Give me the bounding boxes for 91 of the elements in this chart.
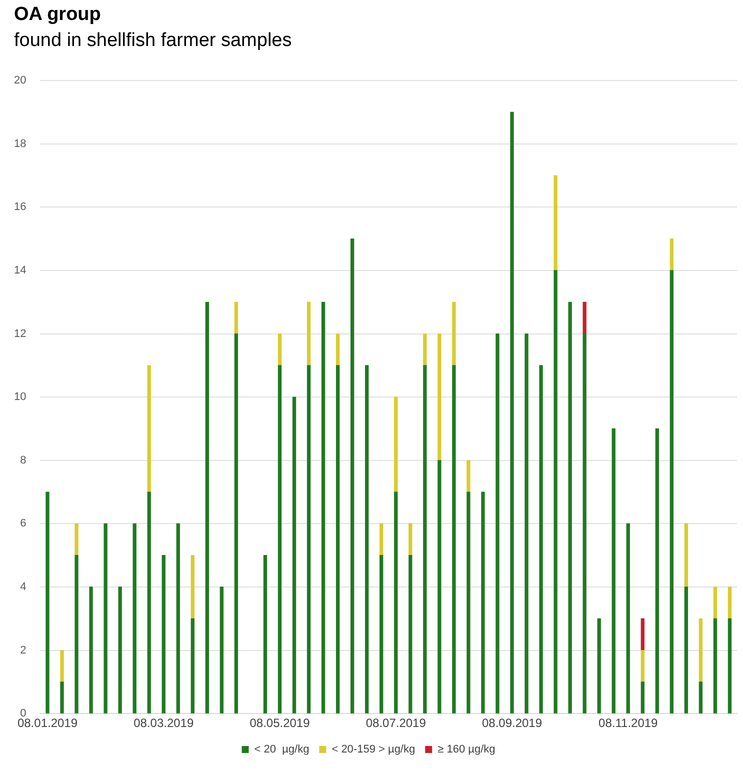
- bar: [698, 682, 703, 714]
- bar: [640, 618, 644, 651]
- y-tick-label: 2: [20, 644, 26, 656]
- y-tick-label: 20: [14, 74, 26, 87]
- bar: [292, 396, 296, 714]
- y-tick-label: 18: [14, 138, 26, 150]
- bar: [147, 365, 151, 492]
- bar: [728, 618, 732, 714]
- chart-subtitle: found in shellfish farmer samples: [14, 30, 292, 52]
- bar: [336, 333, 340, 366]
- bar: [380, 523, 384, 556]
- bar: [640, 650, 644, 682]
- bar: [408, 523, 412, 556]
- bar: [626, 523, 630, 714]
- bar: [74, 555, 78, 714]
- y-tick-label: 8: [20, 454, 26, 466]
- bar: [74, 523, 78, 556]
- legend-label: ≥ 160 µg/kg: [438, 744, 496, 756]
- bar: [234, 333, 238, 714]
- bar: [220, 586, 224, 714]
- x-tick-label: 08.09.2019: [482, 716, 542, 730]
- bar: [408, 555, 412, 714]
- bar: [452, 365, 456, 714]
- bar: [60, 682, 64, 714]
- bar: [104, 523, 108, 714]
- bar: [640, 682, 644, 714]
- bar: [684, 586, 688, 714]
- bar: [394, 492, 398, 714]
- bar: [438, 460, 442, 714]
- bar: [728, 586, 732, 619]
- y-tick-label: 6: [20, 518, 26, 530]
- bar: [89, 586, 93, 714]
- bar: [466, 492, 470, 714]
- bar: [365, 365, 369, 714]
- bar: [713, 618, 718, 714]
- bar: [524, 333, 528, 714]
- bar: [205, 302, 209, 714]
- legend-label: < 20-159 > µg/kg: [332, 744, 416, 756]
- bar: [466, 460, 470, 492]
- bar: [394, 396, 398, 492]
- bar: [554, 175, 558, 271]
- bar: [496, 333, 500, 714]
- bar: [670, 270, 674, 714]
- bar: [582, 333, 586, 714]
- x-tick-label: 08.05.2019: [250, 716, 310, 730]
- bar: [336, 365, 340, 714]
- bar: [278, 333, 282, 366]
- bar: [321, 302, 326, 714]
- bar: [670, 238, 674, 271]
- bar: [46, 492, 50, 714]
- bar: [162, 555, 166, 714]
- y-tick-label: 10: [14, 391, 26, 404]
- bar: [176, 523, 180, 714]
- bar: [423, 365, 427, 714]
- bar: [481, 492, 485, 714]
- bar: [568, 302, 572, 714]
- bar: [306, 302, 311, 366]
- y-tick-label: 14: [14, 264, 26, 277]
- bar: [147, 492, 151, 714]
- bar: [612, 428, 616, 714]
- bar: [510, 112, 514, 714]
- bar: [423, 333, 427, 366]
- x-tick-label: 08.07.2019: [366, 716, 426, 730]
- bar: [452, 302, 456, 366]
- bar: [132, 523, 136, 714]
- bar: [190, 618, 194, 714]
- bar: [597, 618, 601, 714]
- y-tick-label: 4: [20, 581, 26, 594]
- bar: [713, 586, 718, 619]
- bar: [350, 238, 354, 714]
- bar: [306, 365, 311, 714]
- bar: [118, 586, 122, 714]
- bar: [60, 650, 64, 682]
- bar: [684, 523, 688, 588]
- bar: [698, 618, 703, 682]
- y-tick-label: 16: [14, 201, 26, 214]
- bar: [380, 555, 384, 714]
- bar: [438, 333, 442, 461]
- bar: [582, 302, 586, 334]
- bar: [554, 270, 558, 714]
- x-tick-label: 08.03.2019: [134, 716, 194, 730]
- bar: [655, 428, 659, 714]
- bar: [234, 302, 238, 334]
- bar: [539, 365, 543, 714]
- bar: [263, 555, 268, 714]
- legend-label: < 20 µg/kg: [254, 744, 310, 756]
- bar: [278, 365, 282, 714]
- x-tick-label: 08.11.2019: [598, 716, 658, 730]
- chart-title: OA group: [14, 4, 101, 26]
- bar: [190, 555, 194, 619]
- y-tick-label: 12: [14, 328, 26, 340]
